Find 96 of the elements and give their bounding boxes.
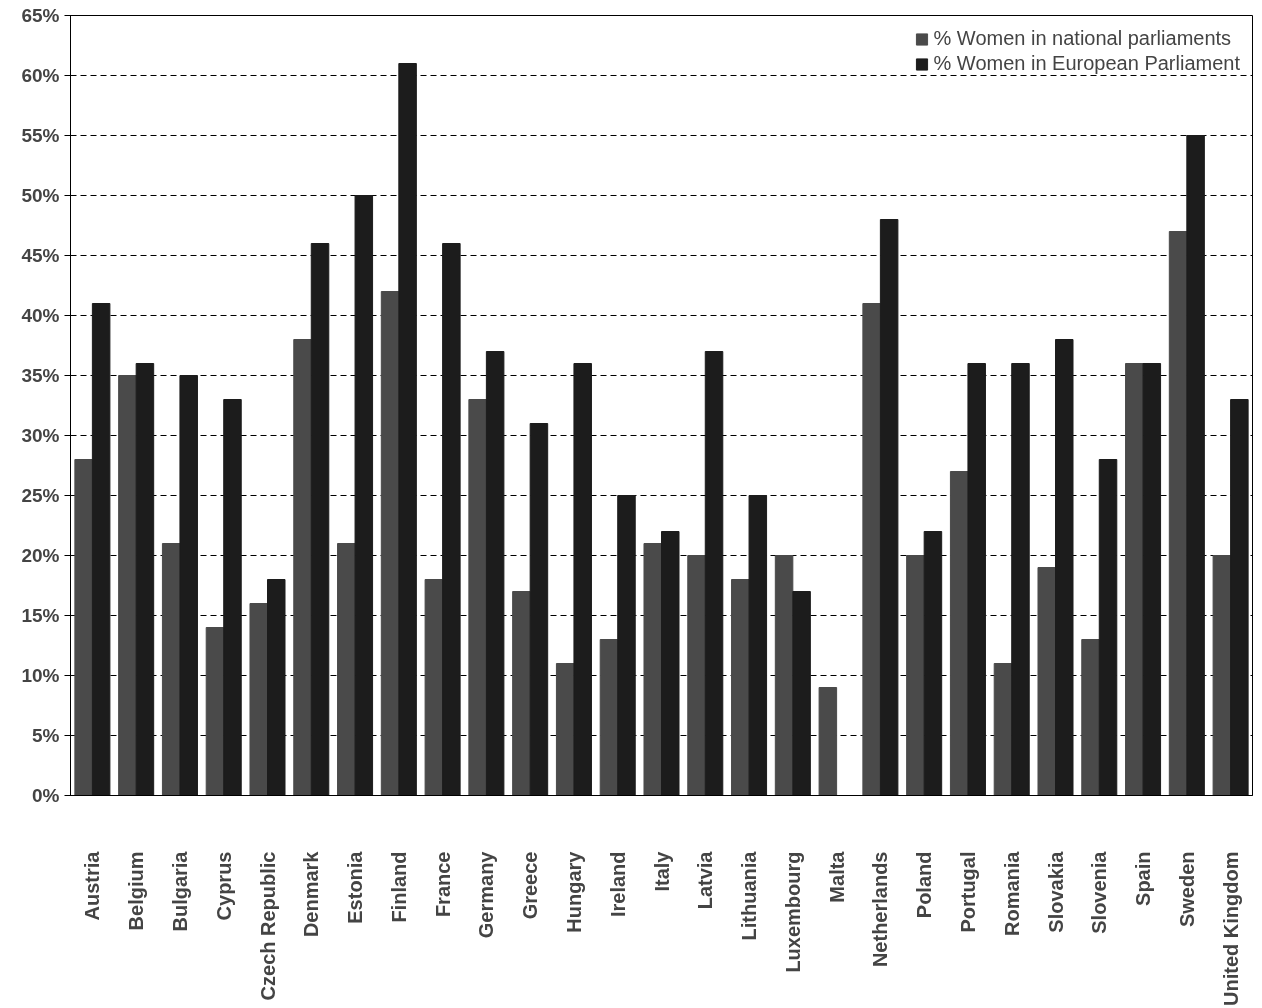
bar: [398, 63, 417, 796]
bar: [161, 543, 181, 796]
y-tick-label: 45%: [21, 245, 60, 266]
x-tick-label: Ireland: [606, 851, 629, 918]
y-tick-label: 65%: [21, 5, 60, 26]
bar: [442, 243, 461, 796]
x-tick-label: Romania: [1000, 850, 1023, 936]
x-tick-label: Cyprus: [212, 851, 235, 921]
bar: [529, 423, 549, 796]
bar: [223, 399, 242, 796]
bar: [818, 687, 838, 796]
bar: [879, 219, 899, 796]
bar: [1037, 567, 1056, 796]
y-tick-label: 35%: [21, 365, 60, 386]
bar: [1011, 363, 1030, 796]
y-tick-label: 25%: [21, 485, 60, 506]
bar: [118, 375, 137, 796]
y-tick-label: 40%: [21, 305, 60, 326]
bar: [135, 363, 155, 796]
x-tick-label: Hungary: [562, 850, 585, 933]
bar: [949, 471, 969, 796]
x-tick-label: Finland: [387, 851, 410, 923]
bar: [1055, 339, 1074, 796]
x-tick-label: Latvia: [694, 850, 717, 910]
bar: [599, 639, 619, 796]
bar: [267, 579, 286, 796]
bar: [205, 627, 225, 796]
x-tick-label: Sweden: [1175, 851, 1198, 928]
x-tick-label: Estonia: [344, 850, 367, 924]
y-tick-label: 20%: [21, 545, 60, 566]
y-tick-label: 30%: [21, 425, 60, 446]
bar: [1125, 363, 1144, 796]
legend-label: % Women in European Parliament: [933, 52, 1240, 75]
bar: [1142, 363, 1162, 796]
x-tick-label: Italy: [650, 850, 673, 892]
bar: [1186, 135, 1205, 796]
bar: [1098, 459, 1118, 796]
y-tick-label: 55%: [21, 125, 60, 146]
x-tick-label: United Kingdom: [1219, 851, 1242, 1006]
x-tick-label: Portugal: [956, 851, 979, 933]
bar: [1168, 231, 1188, 796]
bar: [249, 603, 268, 796]
bar: [179, 375, 198, 796]
bar: [512, 591, 531, 796]
bar: [1081, 639, 1100, 796]
x-tick-label: Belgium: [125, 851, 148, 931]
y-tick-label: 10%: [21, 665, 60, 686]
x-tick-label: France: [431, 851, 454, 918]
legend-label: % Women in national parliaments: [933, 27, 1232, 50]
bar: [923, 531, 943, 796]
bar: [748, 495, 768, 796]
y-tick-label: 50%: [21, 185, 60, 206]
bar: [293, 339, 312, 796]
bar: [774, 555, 794, 796]
y-tick-label: 15%: [21, 605, 60, 626]
x-tick-label: Lithuania: [738, 850, 761, 941]
x-tick-label: Malta: [825, 850, 848, 903]
x-tick-label: Netherlands: [869, 851, 892, 968]
x-tick-label: Slovakia: [1044, 850, 1067, 933]
bar: [485, 351, 505, 796]
x-tick-label: Austria: [81, 850, 104, 921]
x-tick-label: Bulgaria: [168, 850, 191, 932]
bar: [687, 555, 706, 796]
bar: [380, 291, 400, 796]
bar: [792, 591, 811, 796]
bar: [1230, 399, 1249, 796]
x-tick-label: Greece: [519, 851, 542, 920]
bar: [643, 543, 662, 796]
bar: [354, 195, 374, 796]
bar: [967, 363, 986, 796]
bar: [468, 399, 487, 796]
bar: [617, 495, 636, 796]
x-tick-label: Denmark: [300, 850, 323, 938]
x-tick-label: Luxembourg: [781, 851, 804, 973]
bar: [337, 543, 356, 796]
x-tick-label: Czech Republic: [256, 851, 279, 1001]
bar: [731, 579, 750, 796]
bar: [1212, 555, 1232, 796]
y-tick-label: 60%: [21, 65, 60, 86]
bar: [573, 363, 592, 796]
bar: [74, 459, 93, 796]
bar: [862, 303, 881, 796]
bar: [91, 303, 111, 796]
bar: [704, 351, 724, 796]
y-tick-label: 0%: [32, 785, 60, 806]
x-tick-label: Spain: [1132, 851, 1155, 906]
y-tick-label: 5%: [32, 725, 60, 746]
bar: [906, 555, 925, 796]
bar: [555, 663, 575, 796]
x-tick-label: Poland: [913, 851, 936, 919]
bar: [661, 531, 680, 796]
bar: [993, 663, 1013, 796]
bar: [424, 579, 444, 796]
x-tick-label: Slovenia: [1088, 850, 1111, 934]
x-tick-label: Germany: [475, 850, 498, 939]
bar: [310, 243, 330, 796]
